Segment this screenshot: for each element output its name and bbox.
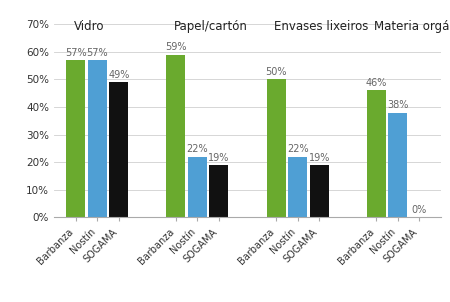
Text: 22%: 22% xyxy=(287,144,308,155)
Bar xyxy=(66,60,85,217)
Bar xyxy=(388,113,407,217)
Bar xyxy=(310,165,328,217)
Bar xyxy=(367,90,386,217)
Bar xyxy=(166,55,185,217)
Text: 19%: 19% xyxy=(309,153,330,163)
Text: 19%: 19% xyxy=(208,153,230,163)
Bar xyxy=(266,79,285,217)
Text: 0%: 0% xyxy=(412,205,427,215)
Text: Materia orgánica: Materia orgánica xyxy=(374,20,450,33)
Text: 50%: 50% xyxy=(265,67,287,77)
Text: Papel/cartón: Papel/cartón xyxy=(174,20,248,33)
Text: 49%: 49% xyxy=(108,70,130,80)
Bar xyxy=(109,82,128,217)
Text: 59%: 59% xyxy=(165,42,187,52)
Bar xyxy=(210,165,229,217)
Bar xyxy=(288,157,307,217)
Text: 38%: 38% xyxy=(387,100,409,110)
Text: 57%: 57% xyxy=(86,48,108,58)
Text: 57%: 57% xyxy=(65,48,86,58)
Bar xyxy=(188,157,207,217)
Text: Envases lixeiros: Envases lixeiros xyxy=(274,20,368,33)
Text: 46%: 46% xyxy=(365,78,387,88)
Text: 22%: 22% xyxy=(187,144,208,155)
Text: Vidro: Vidro xyxy=(73,20,104,33)
Bar xyxy=(88,60,107,217)
